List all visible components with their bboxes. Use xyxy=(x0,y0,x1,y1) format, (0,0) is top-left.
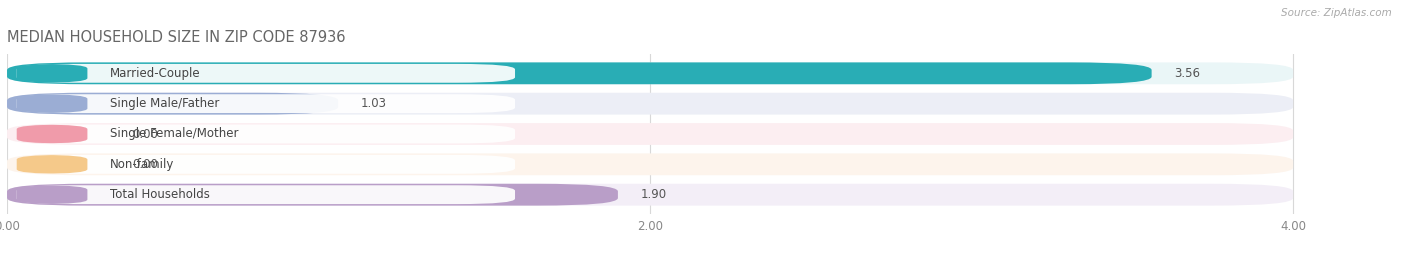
FancyBboxPatch shape xyxy=(17,64,87,83)
FancyBboxPatch shape xyxy=(17,185,515,204)
FancyBboxPatch shape xyxy=(17,94,515,113)
FancyBboxPatch shape xyxy=(17,64,515,83)
Text: Source: ZipAtlas.com: Source: ZipAtlas.com xyxy=(1281,8,1392,18)
Text: Single Female/Mother: Single Female/Mother xyxy=(110,128,239,140)
FancyBboxPatch shape xyxy=(7,153,1294,175)
FancyBboxPatch shape xyxy=(17,94,87,113)
Text: MEDIAN HOUSEHOLD SIZE IN ZIP CODE 87936: MEDIAN HOUSEHOLD SIZE IN ZIP CODE 87936 xyxy=(7,31,346,46)
FancyBboxPatch shape xyxy=(17,185,87,204)
Text: Total Households: Total Households xyxy=(110,188,209,201)
Text: 1.90: 1.90 xyxy=(640,188,666,201)
FancyBboxPatch shape xyxy=(7,123,1294,145)
Text: Married-Couple: Married-Couple xyxy=(110,67,201,80)
Text: 0.00: 0.00 xyxy=(132,128,159,140)
Text: 3.56: 3.56 xyxy=(1174,67,1201,80)
FancyBboxPatch shape xyxy=(17,125,515,143)
Text: Non-family: Non-family xyxy=(110,158,174,171)
FancyBboxPatch shape xyxy=(17,155,87,174)
FancyBboxPatch shape xyxy=(7,93,339,115)
FancyBboxPatch shape xyxy=(17,155,515,174)
Text: 0.00: 0.00 xyxy=(132,158,159,171)
FancyBboxPatch shape xyxy=(17,125,87,143)
FancyBboxPatch shape xyxy=(7,62,1152,84)
Text: 1.03: 1.03 xyxy=(361,97,387,110)
FancyBboxPatch shape xyxy=(7,184,617,206)
FancyBboxPatch shape xyxy=(7,62,1294,84)
FancyBboxPatch shape xyxy=(7,93,1294,115)
FancyBboxPatch shape xyxy=(7,184,1294,206)
Text: Single Male/Father: Single Male/Father xyxy=(110,97,219,110)
